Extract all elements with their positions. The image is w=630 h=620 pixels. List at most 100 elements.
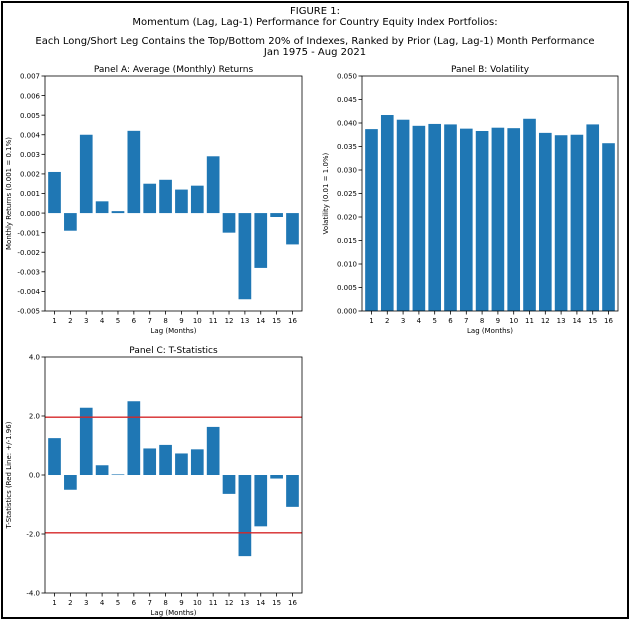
panelC-bar-9: [175, 453, 188, 475]
panelB-ytick-label: 0.050: [337, 73, 357, 81]
panelB-xtick-label: 16: [604, 317, 613, 325]
panelB-bar-14: [570, 134, 584, 311]
panelA-xtick-label: 7: [147, 317, 151, 325]
figure-label: FIGURE 1:: [290, 6, 340, 17]
panelB-bar-11: [523, 118, 536, 312]
panelB-bar-7: [459, 128, 473, 311]
panelA-bar-2: [64, 213, 77, 231]
panelA-ytick-label: -0.003: [17, 269, 40, 277]
panelA-xtick-label: 5: [116, 317, 120, 325]
panelA-xtick-label: 3: [84, 317, 88, 325]
panelC-title: Panel C: T-Statistics: [129, 346, 218, 356]
panelB-ytick-label: 0.030: [337, 167, 357, 175]
panelA-xtick-label: 15: [272, 317, 281, 325]
panelC-bar-12: [222, 475, 236, 494]
panelA-xtick-label: 1: [52, 317, 56, 325]
panelC-ytick-label: -4.0: [26, 590, 40, 598]
panelC-xtick-label: 2: [68, 599, 72, 607]
panelA-ytick-label: 0.001: [20, 190, 40, 198]
panelB-bar-5: [428, 123, 442, 311]
panelC-bar-6: [127, 401, 141, 475]
panelA-bar-10: [190, 185, 204, 214]
panelA-ytick-label: -0.004: [17, 288, 40, 296]
panelA-ytick-label: 0.000: [20, 210, 40, 218]
panelB-xtick-label: 14: [572, 317, 581, 325]
panelA-xtick-label: 6: [132, 317, 137, 325]
panelB-ytick-label: 0.000: [337, 308, 357, 316]
panelA-title: Panel A: Average (Monthly) Returns: [94, 65, 254, 75]
panelB-xtick-label: 5: [432, 317, 436, 325]
panelC-xtick-label: 5: [116, 599, 120, 607]
panelC-ytick-label: 2.0: [29, 413, 40, 421]
panelB-xtick-label: 8: [480, 317, 484, 325]
panelC-xtick-label: 6: [132, 599, 137, 607]
panelA-ytick-label: 0.002: [20, 171, 40, 179]
panelA-bar-8: [159, 179, 172, 214]
panelA-bar-5: [111, 211, 125, 214]
panelA-xtick-label: 12: [225, 317, 234, 325]
panelB-ytick-label: 0.025: [337, 190, 357, 198]
panelC-xtick-label: 14: [256, 599, 265, 607]
panelA-ytick-label: 0.003: [20, 151, 40, 159]
panelA-xtick-label: 11: [209, 317, 218, 325]
panelA-bar-12: [222, 213, 236, 233]
panelC-bar-8: [159, 444, 172, 475]
panelB-xtick-label: 9: [496, 317, 500, 325]
panelB-xtick-label: 7: [464, 317, 468, 325]
panelA-xtick-label: 2: [68, 317, 72, 325]
figure-period: Jan 1975 - Aug 2021: [263, 47, 367, 58]
panelB-xtick-label: 2: [385, 317, 389, 325]
panelA-xtick-label: 16: [288, 317, 297, 325]
panelC-bar-15: [270, 475, 283, 479]
panelB-xtick-label: 12: [541, 317, 550, 325]
panelA-xtick-label: 4: [100, 317, 105, 325]
panelB-title: Panel B: Volatility: [451, 65, 530, 75]
panelC-xtick-label: 10: [193, 599, 202, 607]
panelB-xtick-label: 13: [557, 317, 566, 325]
panelB-ylabel: Volatility (0.01 = 1.0%): [322, 152, 330, 234]
panelB-xtick-label: 6: [448, 317, 453, 325]
panelA-bar-4: [95, 201, 109, 214]
panelA-ytick-label: 0.004: [20, 131, 41, 139]
panelB-bar-10: [507, 128, 521, 311]
panelA-xtick-label: 9: [179, 317, 183, 325]
panelC-xtick-label: 3: [84, 599, 88, 607]
panelC-bar-14: [254, 475, 268, 527]
panelC-ytick-label: -2.0: [26, 531, 40, 539]
panelC-xtick-label: 4: [100, 599, 105, 607]
panelA-bar-9: [175, 189, 188, 214]
panelC-bar-1: [48, 438, 61, 476]
panelA-ylabel: Monthly Returns (0.001 = 0.1%): [5, 137, 13, 250]
panelC-bar-4: [95, 465, 109, 475]
panelC-xtick-label: 9: [179, 599, 183, 607]
panelA-bar-16: [286, 213, 299, 245]
panelA-ytick-label: 0.007: [20, 73, 40, 81]
panelA-bar-1: [48, 171, 61, 214]
panelB-bar-16: [602, 143, 615, 311]
panelB-bar-1: [365, 129, 378, 311]
panelA-bar-14: [254, 213, 268, 268]
figure-title: Momentum (Lag, Lag-1) Performance for Co…: [132, 17, 498, 28]
panelC-xtick-label: 7: [147, 599, 151, 607]
panelA-ytick-label: -0.005: [17, 308, 40, 316]
panelC-bar-16: [286, 475, 299, 507]
panelC-xtick-label: 15: [272, 599, 281, 607]
panelB-bar-13: [554, 135, 568, 311]
panelB-xtick-label: 10: [509, 317, 518, 325]
panelB-bar-2: [380, 115, 394, 311]
panelB-xtick-label: 4: [417, 317, 422, 325]
panelB-ytick-label: 0.035: [337, 143, 357, 151]
panelB-xlabel: Lag (Months): [467, 327, 513, 335]
panelB-ytick-label: 0.015: [337, 237, 357, 245]
panelA-xtick-label: 8: [163, 317, 167, 325]
panelB-bar-9: [491, 127, 505, 311]
panelB-bar-12: [538, 132, 552, 311]
panelC-xtick-label: 13: [240, 599, 249, 607]
panelA-bar-6: [127, 130, 141, 214]
panelC-xtick-label: 8: [163, 599, 167, 607]
panelA-bar-13: [238, 213, 252, 300]
panelB-bar-3: [396, 119, 410, 312]
panelC-xtick-label: 1: [52, 599, 56, 607]
panelC-bar-5: [111, 474, 125, 476]
